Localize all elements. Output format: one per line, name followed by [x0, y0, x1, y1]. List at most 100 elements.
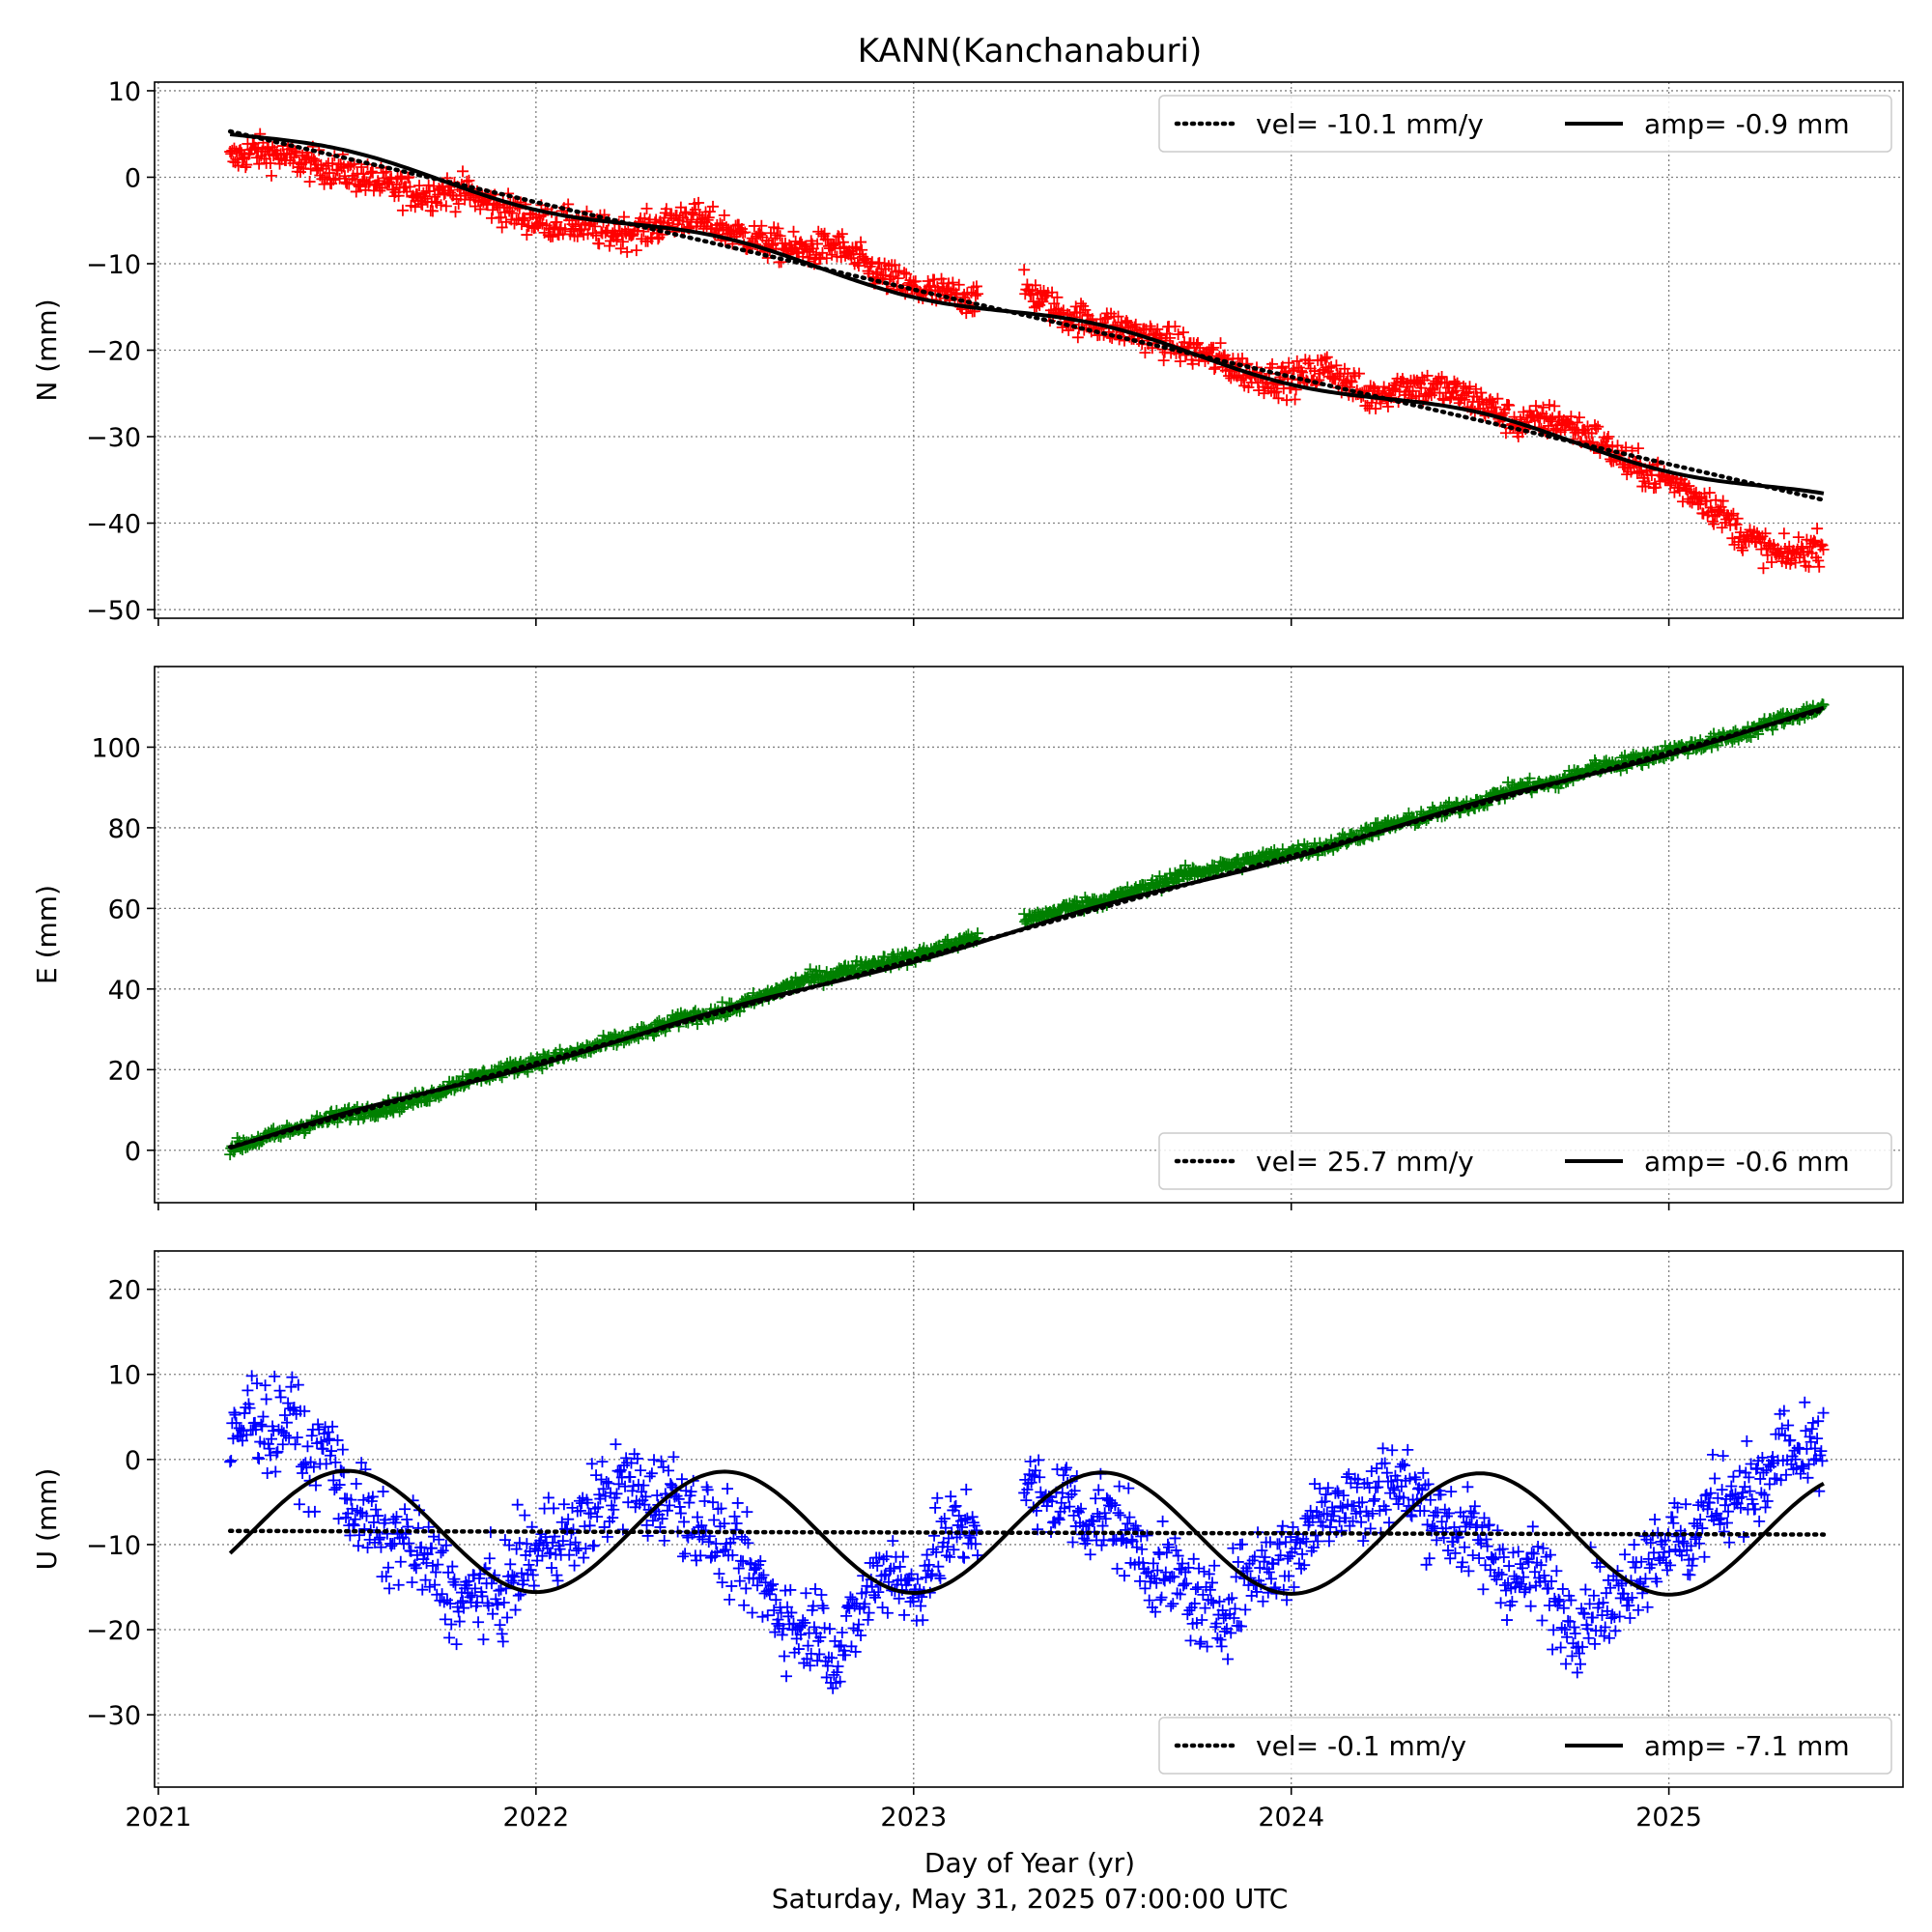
data-point [552, 1575, 564, 1587]
data-point [1716, 1484, 1728, 1496]
data-point [1160, 1547, 1173, 1559]
data-point [385, 1540, 398, 1552]
data-point [862, 1613, 874, 1626]
data-point [959, 1514, 972, 1526]
data-point [1281, 1594, 1293, 1606]
data-point [631, 1452, 643, 1464]
data-point [544, 1547, 556, 1559]
data-point [945, 1491, 957, 1503]
data-point [469, 1582, 481, 1595]
data-point [1707, 515, 1719, 527]
data-point [1747, 1497, 1759, 1510]
data-point [602, 1477, 614, 1490]
data-point [849, 1645, 862, 1658]
data-point [1263, 1566, 1275, 1578]
data-point [1606, 440, 1619, 453]
y-tick-label: −20 [86, 1616, 141, 1646]
data-point [1575, 1658, 1586, 1670]
legend: vel= -0.1 mm/y amp= -7.1 mm [1158, 1717, 1892, 1775]
data-point [1490, 401, 1502, 413]
data-point [595, 1473, 608, 1486]
legend: vel= 25.7 mm/y amp= -0.6 mm [1158, 1132, 1892, 1190]
data-point [270, 1465, 282, 1478]
data-point [449, 1578, 462, 1591]
data-point [506, 1569, 519, 1581]
data-point [849, 241, 862, 253]
data-point [1075, 298, 1088, 310]
data-point [1699, 1490, 1712, 1502]
data-point [395, 173, 408, 185]
data-point [1713, 505, 1725, 518]
data-point [547, 230, 559, 242]
data-point [611, 1488, 623, 1500]
data-point [373, 1533, 385, 1546]
data-point [557, 1498, 570, 1511]
data-point [898, 267, 911, 279]
data-point [792, 1643, 805, 1656]
data-point [499, 215, 512, 228]
data-point [1020, 1494, 1033, 1507]
data-point [818, 1622, 831, 1634]
data-point [1418, 1505, 1431, 1518]
data-point [1161, 1538, 1174, 1550]
data-point [564, 1538, 577, 1550]
data-point [421, 1548, 434, 1561]
data-point [1139, 347, 1151, 359]
data-point [1503, 1560, 1516, 1573]
y-tick-label: 60 [108, 895, 141, 924]
data-point [433, 1091, 445, 1103]
data-point [1383, 1517, 1395, 1529]
data-point [1210, 1617, 1223, 1630]
data-point [1694, 497, 1707, 510]
data-point [374, 185, 386, 197]
data-point [1684, 1569, 1696, 1581]
data-point [1659, 1534, 1671, 1547]
timestamp-label: Saturday, May 31, 2025 07:00:00 UTC [772, 1883, 1289, 1915]
data-point [804, 1660, 816, 1672]
data-point [1713, 1514, 1725, 1525]
data-point [1686, 1559, 1698, 1572]
data-point [261, 1467, 273, 1480]
data-point [1664, 1559, 1677, 1572]
data-point [483, 1552, 496, 1565]
data-point [626, 1485, 639, 1497]
data-point [816, 1600, 829, 1612]
data-point [563, 1548, 576, 1561]
data-point [778, 1650, 790, 1662]
data-point [1397, 1492, 1409, 1504]
data-point [1620, 441, 1633, 454]
data-point [718, 209, 730, 221]
data-point [675, 1473, 688, 1486]
data-point [1178, 1579, 1190, 1592]
data-point [367, 1516, 380, 1528]
data-point [1565, 1594, 1577, 1606]
data-point [1642, 1552, 1655, 1565]
data-point [1098, 1507, 1111, 1520]
data-point [1463, 381, 1476, 393]
data-point [1712, 1492, 1724, 1504]
panel-n: 100−10−20−30−40−50N (mm)vel= -10.1 mm/y a… [31, 77, 1904, 626]
data-point [1488, 1553, 1500, 1566]
data-point [1797, 1460, 1809, 1472]
data-point [546, 1562, 558, 1575]
data-point [871, 1559, 884, 1572]
data-point [1605, 1581, 1617, 1594]
data-point [449, 206, 462, 218]
data-point [472, 1616, 485, 1629]
data-point [676, 1550, 689, 1563]
data-point [361, 1542, 374, 1554]
data-point [321, 1434, 333, 1446]
data-point [1296, 366, 1309, 379]
data-point [673, 1500, 686, 1513]
y-tick-label: 80 [108, 814, 141, 844]
data-point [1136, 1543, 1149, 1555]
data-point [336, 1443, 349, 1456]
data-point [392, 1578, 405, 1591]
data-point [1723, 1536, 1736, 1548]
data-point [1806, 537, 1819, 550]
data-point [1417, 1466, 1430, 1479]
data-point [1536, 1614, 1548, 1627]
data-point [327, 1420, 339, 1433]
data-point [1167, 1598, 1179, 1610]
data-point [259, 1379, 271, 1392]
